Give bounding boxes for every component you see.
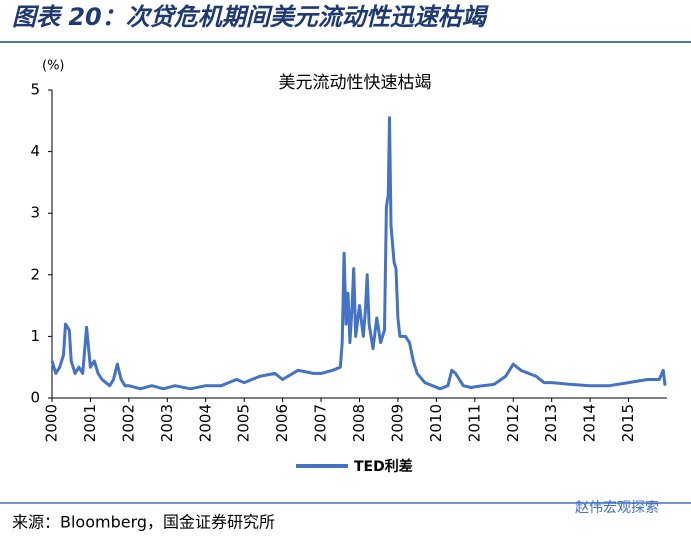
figure-title: 图表 20：次贷危机期间美元流动性迅速枯竭	[12, 3, 490, 31]
source: 来源：Bloomberg，国金证券研究所	[12, 513, 275, 532]
chart-title: 美元流动性快速枯竭	[279, 73, 432, 93]
y-tick-label: 5	[30, 81, 40, 99]
y-tick-label: 0	[30, 389, 40, 407]
x-tick-label: 2013	[542, 404, 560, 442]
x-tick-label: 2014	[581, 404, 599, 442]
y-axis-label: (%)	[42, 59, 65, 74]
y-tick-label: 3	[30, 204, 40, 222]
x-tick-label: 2005	[235, 404, 253, 442]
x-tick-label: 2009	[388, 404, 406, 442]
x-tick-label: 2011	[465, 404, 483, 442]
y-tick-label: 2	[30, 265, 40, 283]
x-tick-label: 2008	[350, 404, 368, 442]
data-line	[50, 116, 667, 391]
x-tick-label: 2007	[312, 404, 330, 442]
x-tick-label: 2010	[427, 404, 445, 442]
y-tick-label: 4	[30, 142, 40, 160]
x-tick-label: 2006	[273, 404, 291, 442]
legend-label: TED利差	[354, 458, 413, 475]
x-tick-label: 2002	[119, 404, 137, 442]
x-tick-label: 2003	[158, 404, 176, 442]
x-tick-label: 2012	[504, 404, 522, 442]
x-tick-label: 2000	[43, 404, 61, 442]
x-tick-label: 2001	[81, 404, 99, 442]
x-tick-label: 2015	[619, 404, 637, 442]
x-tick-label: 2004	[196, 404, 214, 442]
watermark: 赵伟宏观探索	[575, 499, 659, 516]
y-tick-label: 1	[30, 327, 40, 345]
